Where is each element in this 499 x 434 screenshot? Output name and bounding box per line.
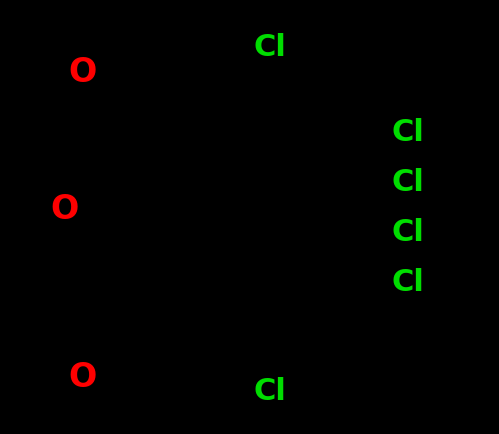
Text: Cl: Cl	[392, 268, 425, 297]
Text: O: O	[69, 361, 97, 394]
Text: O: O	[69, 56, 97, 88]
Text: Cl: Cl	[392, 118, 425, 147]
Text: Cl: Cl	[392, 218, 425, 247]
Text: Cl: Cl	[253, 377, 286, 405]
Text: Cl: Cl	[253, 33, 286, 61]
Text: O: O	[51, 193, 79, 226]
Text: Cl: Cl	[392, 168, 425, 197]
